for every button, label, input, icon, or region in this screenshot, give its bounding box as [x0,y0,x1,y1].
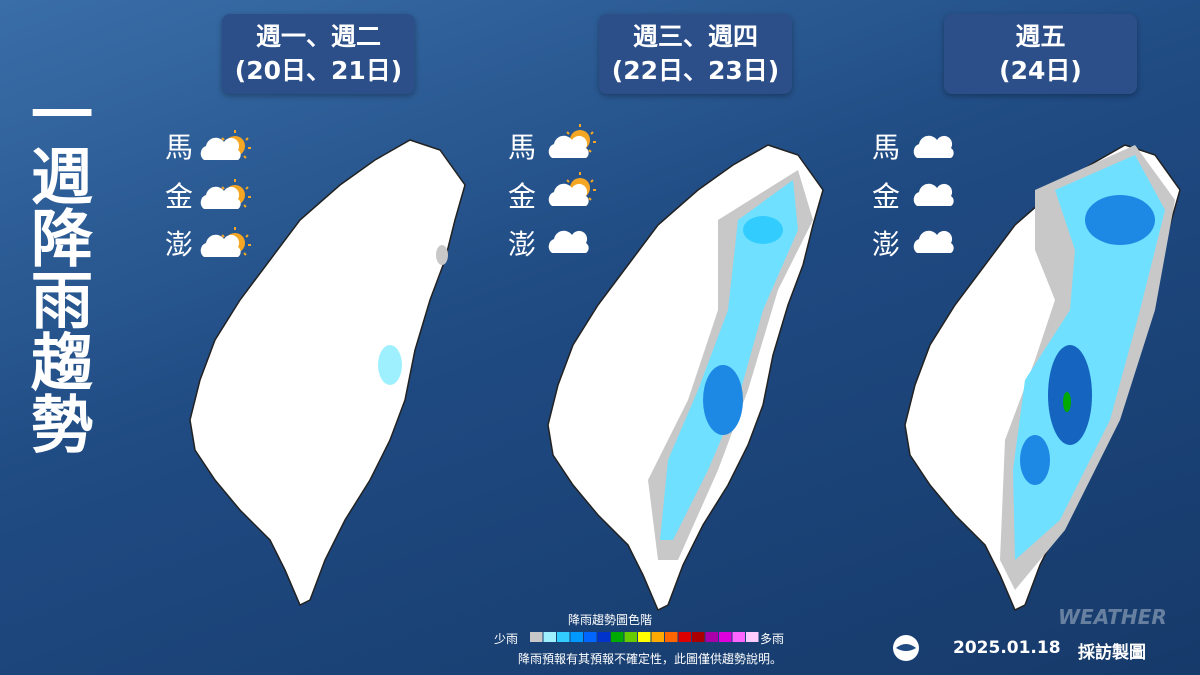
heading-line: 週五 [1015,22,1066,51]
legend-swatch [651,632,664,642]
watermark: WEATHER [1058,605,1167,629]
logo-mark [896,644,916,651]
island: 澎 [872,228,901,261]
legend-swatch [570,632,583,642]
legend-swatches [530,632,759,642]
island: 金 [165,180,194,213]
heading-line: (24日) [999,56,1082,85]
legend-swatch [611,632,624,642]
legend-title: 降雨趨勢圖色階 [567,613,652,627]
panel-heading: 週三、週四 (22日、23日) [599,14,792,94]
legend-swatch [746,632,759,642]
heading-line: (20日、21日) [234,56,403,85]
legend-swatch [543,632,556,642]
legend-swatch [584,632,597,642]
legend-swatch [665,632,678,642]
island: 金 [508,180,537,213]
map-3 [904,144,1181,611]
island: 金 [872,180,901,213]
legend-swatch [638,632,651,642]
legend-swatch [732,632,745,642]
map-1 [189,139,466,606]
panel-heading: 週一、週二 (20日、21日) [222,14,415,94]
panel-heading: 週五 (24日) [944,14,1137,94]
credit: 採訪製圖 [1078,643,1146,663]
legend-swatch [557,632,570,642]
legend-swatch [705,632,718,642]
heading-line: 週三、週四 [632,22,758,51]
island: 澎 [508,228,537,261]
date: 2025.01.18 [953,638,1061,658]
legend-high: 多雨 [760,632,785,646]
legend-swatch [624,632,637,642]
island: 馬 [872,131,901,164]
island: 澎 [165,228,194,261]
legend-swatch [692,632,705,642]
main-title: 一週降雨趨勢 [20,82,93,454]
island: 馬 [165,131,194,164]
map-2 [547,144,824,611]
legend-swatch [678,632,691,642]
heading-line: 週一、週二 [255,22,381,51]
legend-swatch [597,632,610,642]
legend-swatch [719,632,732,642]
island: 馬 [508,131,537,164]
legend-swatch [530,632,543,642]
note: 降雨預報有其預報不確定性，此圖僅供趨勢說明。 [517,652,782,666]
legend-low: 少雨 [494,632,519,646]
heading-line: (22日、23日) [611,56,780,85]
